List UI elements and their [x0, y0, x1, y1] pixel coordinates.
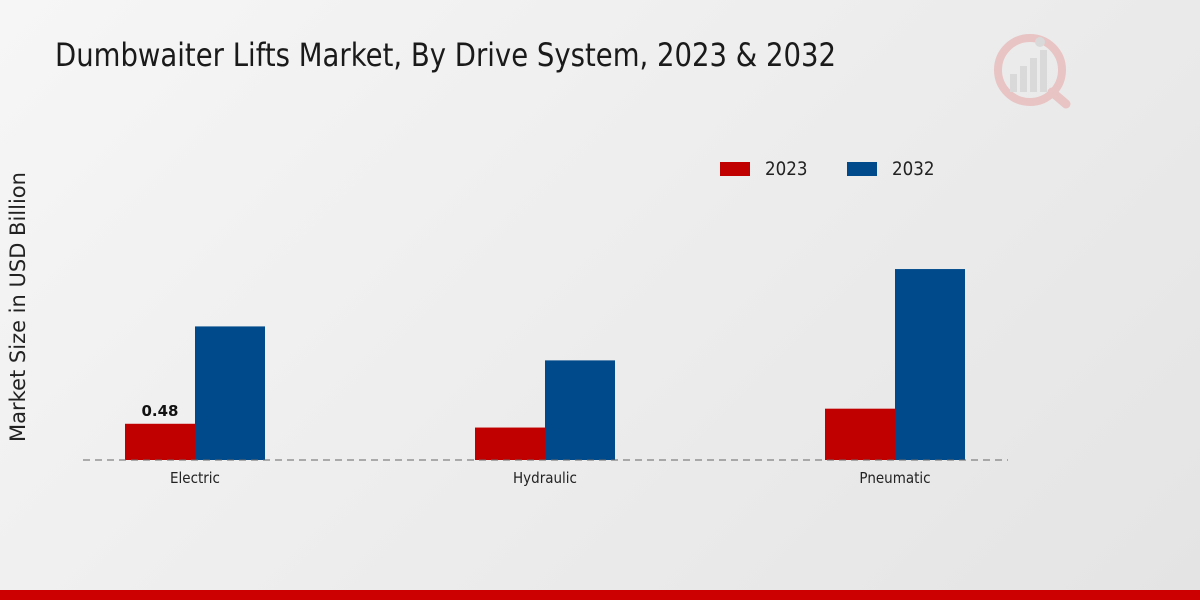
legend-item-2032: 2032 [847, 158, 940, 180]
bar-2023-electric [125, 423, 195, 460]
chart-legend: 2023 2032 [720, 158, 975, 180]
bar-2032-hydraulic [545, 360, 615, 460]
legend-swatch-2023 [720, 162, 750, 176]
bar-2032-electric [195, 326, 265, 460]
legend-label-2023: 2023 [765, 158, 808, 180]
bar-2023-hydraulic [475, 427, 545, 460]
bar-2023-pneumatic [825, 408, 895, 460]
data-label-2023-electric: 0.48 [141, 402, 178, 420]
bar-2032-pneumatic [895, 269, 965, 460]
legend-label-2032: 2032 [892, 158, 935, 180]
footer-accent-bar [0, 590, 1200, 600]
x-tick-label-pneumatic: Pneumatic [859, 470, 930, 487]
legend-item-2023: 2023 [720, 158, 813, 180]
legend-swatch-2032 [847, 162, 878, 176]
market-research-logo-icon [994, 34, 1071, 109]
x-tick-label-electric: Electric [170, 470, 220, 487]
x-tick-label-hydraulic: Hydraulic [513, 470, 577, 487]
chart-title: Dumbwaiter Lifts Market, By Drive System… [55, 36, 837, 74]
